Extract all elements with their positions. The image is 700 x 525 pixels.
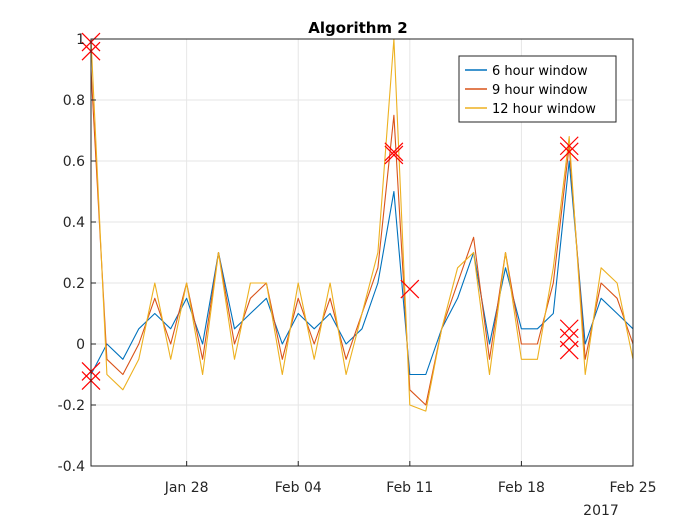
x-tick-label: Feb 18: [498, 480, 545, 496]
legend-label: 12 hour window: [492, 102, 596, 117]
y-tick-label: 0: [76, 337, 85, 353]
x-marker: [559, 142, 579, 162]
y-tick-label: 0.6: [63, 154, 85, 170]
y-tick-label: 0.2: [63, 276, 85, 292]
series-line-1: [90, 160, 634, 376]
x-tick-label: Feb 04: [275, 480, 322, 496]
x-marker-stroke: [559, 340, 579, 360]
x-tick-label: Feb 25: [609, 480, 656, 496]
x-marker: [384, 142, 404, 162]
x-marker: [559, 136, 579, 156]
series-line-3: [90, 38, 634, 412]
x-axis-ticks: Jan 28 Feb 04 Feb 11 Feb 18 Feb 25: [164, 461, 657, 496]
x-tick-label: Feb 11: [386, 480, 433, 496]
x-marker: [400, 279, 420, 299]
y-tick-label: -0.4: [58, 459, 85, 475]
x-axis-year-label: 2017: [583, 503, 619, 519]
x-marker-stroke: [559, 319, 579, 339]
x-marker-stroke: [384, 142, 404, 162]
x-marker: [559, 340, 579, 360]
legend: 6 hour window 9 hour window 12 hour window: [458, 55, 617, 123]
x-marker-stroke: [559, 142, 579, 162]
y-tick-label: 0.8: [63, 93, 85, 109]
x-marker-stroke: [384, 145, 404, 165]
x-marker: [559, 319, 579, 339]
plot-frame: [90, 38, 634, 467]
x-marker-stroke: [400, 279, 420, 299]
y-tick-label: 0.4: [63, 215, 85, 231]
chart-title: Algorithm 2: [308, 19, 407, 37]
x-tick-label: Jan 28: [164, 480, 209, 496]
x-marker-stroke: [559, 136, 579, 156]
series-lines: [90, 38, 634, 412]
y-axis-ticks: -0.4 -0.2 0 0.2 0.4 0.6 0.8 1: [58, 32, 96, 475]
legend-label: 9 hour window: [492, 83, 588, 98]
y-tick-label: 1: [76, 32, 85, 48]
x-marker: [384, 145, 404, 165]
legend-label: 6 hour window: [492, 64, 588, 79]
y-tick-label: -0.2: [58, 398, 85, 414]
